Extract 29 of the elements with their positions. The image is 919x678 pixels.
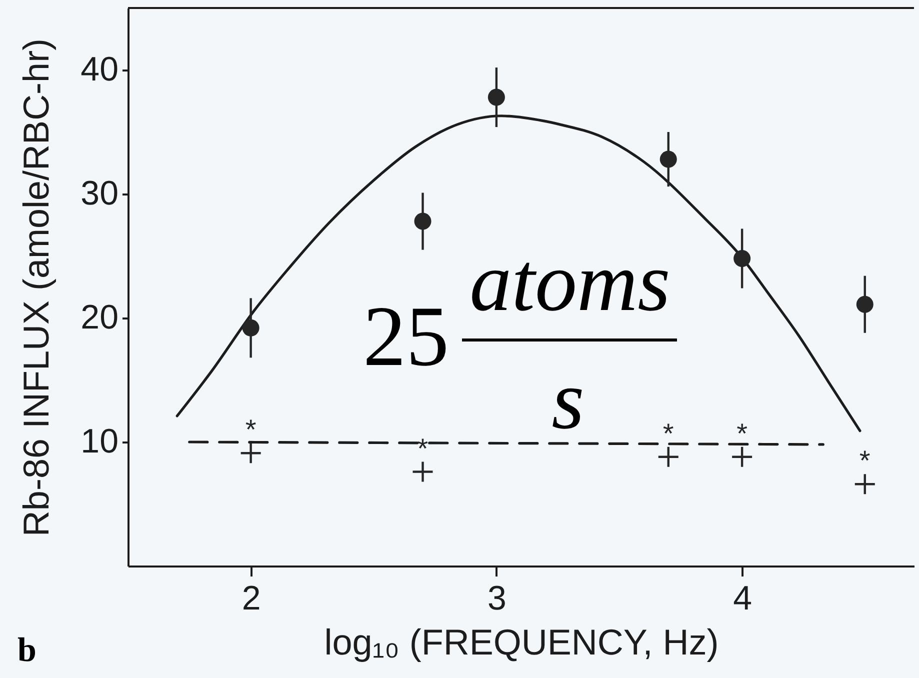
point: [412, 460, 434, 483]
point: [414, 212, 432, 230]
x-tick-label: 4: [733, 580, 752, 618]
point: [240, 442, 262, 464]
y-tick-label: 10: [80, 422, 118, 460]
annotation: *: [662, 418, 674, 449]
text: b: [18, 632, 36, 669]
y-axis-title: Rb-86 INFLUX (amole/RBC-hr): [16, 38, 57, 537]
x-tick-label: 3: [487, 580, 506, 618]
point: [730, 446, 754, 468]
annotation: s: [552, 354, 584, 447]
annotation: 25: [363, 288, 449, 384]
x-tick-label: 2: [242, 580, 261, 618]
annotation: *: [245, 414, 256, 446]
annotation: atoms: [470, 236, 670, 329]
annotation: *: [417, 432, 428, 464]
y-tick-label: 30: [80, 174, 118, 212]
point: [734, 250, 751, 267]
point: [660, 150, 677, 168]
point: [854, 473, 876, 496]
point: [242, 319, 260, 336]
annotation: *: [736, 418, 748, 449]
y-tick-label: 40: [80, 50, 118, 88]
y-tick-label: 20: [80, 298, 118, 336]
point: [657, 446, 680, 468]
point: [488, 88, 505, 106]
x-axis-title: log₁₀ (FREQUENCY, Hz): [324, 622, 719, 662]
annotation: *: [859, 445, 870, 476]
point: [856, 296, 874, 313]
